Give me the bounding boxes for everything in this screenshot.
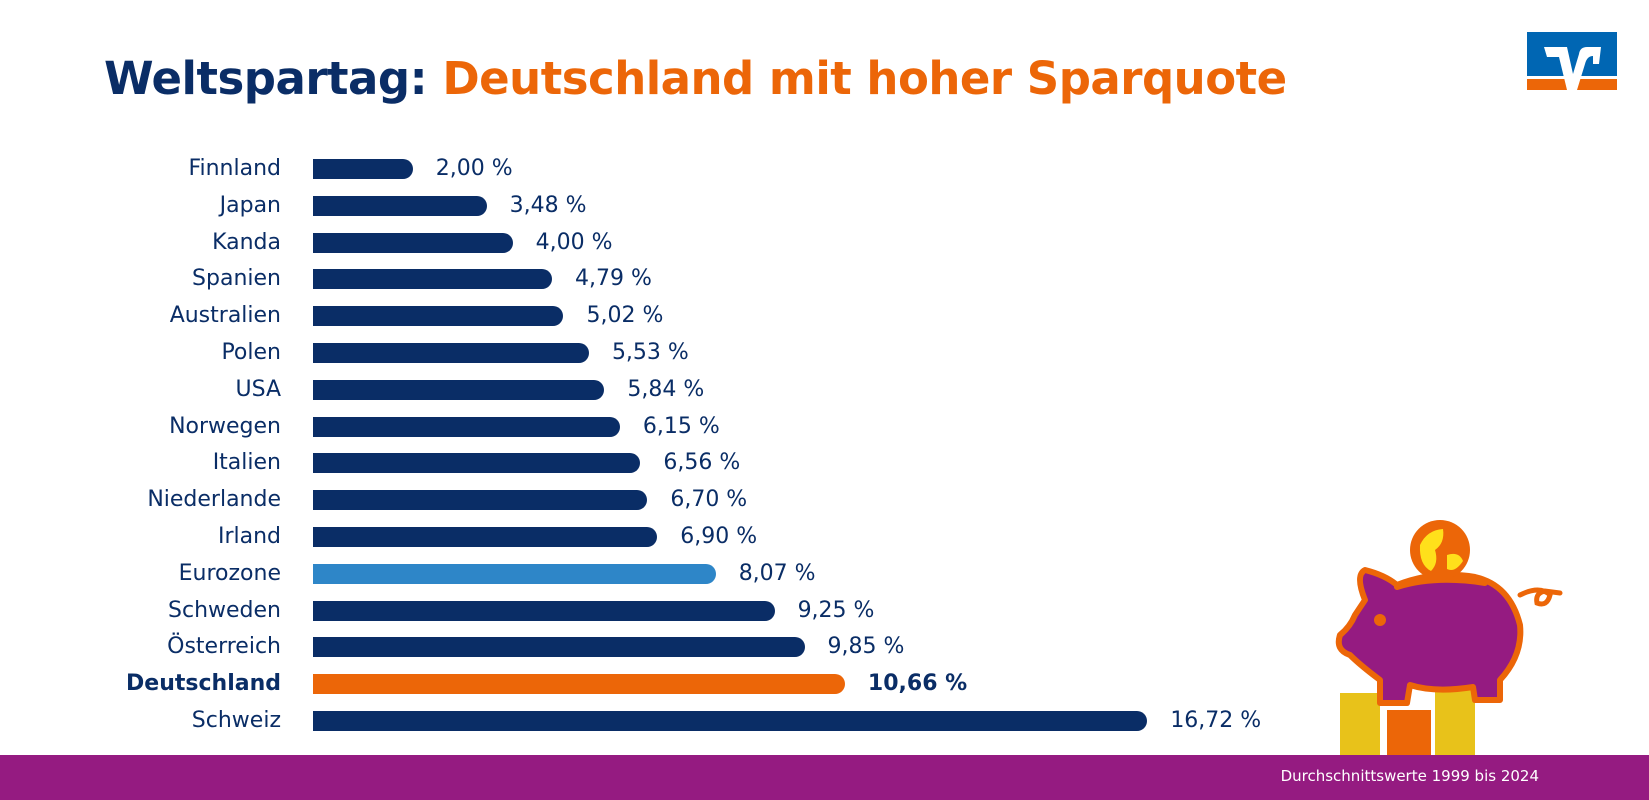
value-label: 9,85 %	[827, 634, 905, 660]
category-label: Deutschland	[126, 671, 281, 697]
bar-deutschland	[313, 674, 845, 695]
category-label: Kanda	[212, 229, 281, 255]
category-label: USA	[235, 376, 281, 402]
value-label: 6,70 %	[670, 487, 748, 513]
volksbank-logo-icon	[1527, 32, 1617, 90]
bar-schweden	[313, 600, 775, 621]
bar-eurozone	[313, 563, 716, 584]
bar-österreich	[313, 637, 805, 658]
bar-norwegen	[313, 416, 620, 437]
value-label: 10,66 %	[867, 671, 968, 697]
category-label: Italien	[212, 450, 281, 476]
value-label: 16,72 %	[1170, 708, 1262, 733]
category-label: Finnland	[188, 156, 281, 181]
value-label: 5,84 %	[627, 376, 705, 402]
value-label: 9,25 %	[797, 597, 875, 623]
category-label: Niederlande	[147, 487, 281, 513]
value-label: 6,15 %	[642, 413, 720, 439]
category-label: Norwegen	[169, 413, 281, 439]
value-label: 5,02 %	[586, 303, 664, 329]
category-label: Schweden	[168, 597, 281, 623]
category-label: Polen	[221, 340, 281, 365]
bar-irland	[313, 527, 658, 547]
bar-kanda	[313, 232, 513, 253]
category-label: Japan	[219, 192, 281, 218]
bar-australien	[313, 306, 564, 327]
bar-italien	[313, 453, 641, 474]
category-label: Australien	[169, 303, 281, 329]
bar-niederlande	[313, 490, 648, 511]
value-label: 4,00 %	[535, 229, 613, 255]
category-label: Schweiz	[191, 708, 281, 733]
chart-title: Weltspartag: Deutschland mit hoher Sparq…	[104, 52, 1287, 105]
bar-spanien	[313, 269, 553, 290]
value-label: 8,07 %	[738, 560, 816, 586]
value-label: 5,53 %	[611, 340, 689, 365]
bar-schweiz	[313, 711, 1148, 731]
bar-finnland	[313, 159, 413, 179]
piggy-bank-icon	[1335, 520, 1563, 755]
bar-japan	[313, 195, 487, 216]
value-label: 3,48 %	[509, 192, 587, 218]
category-label: Spanien	[192, 266, 281, 292]
value-label: 6,56 %	[663, 450, 741, 476]
value-label: 4,79 %	[575, 266, 652, 292]
footer-note: Durchschnittswerte 1999 bis 2024	[1280, 767, 1539, 785]
category-label: Eurozone	[178, 560, 281, 586]
value-label: 6,90 %	[680, 524, 758, 549]
category-label: Österreich	[167, 634, 281, 660]
value-label: 2,00 %	[435, 156, 513, 181]
title-part-2: Deutschland mit hoher Sparquote	[442, 52, 1287, 105]
bar-chart: Finnland 2,00 % Japan 3,48 % Kanda 4,00 % Span…	[126, 156, 1262, 733]
title-part-1: Weltspartag:	[104, 52, 428, 105]
footer-bar: Durchschnittswerte 1999 bis 2024	[0, 755, 1649, 800]
bar-usa	[313, 379, 605, 400]
category-label: Irland	[217, 524, 281, 549]
bar-polen	[313, 343, 589, 363]
